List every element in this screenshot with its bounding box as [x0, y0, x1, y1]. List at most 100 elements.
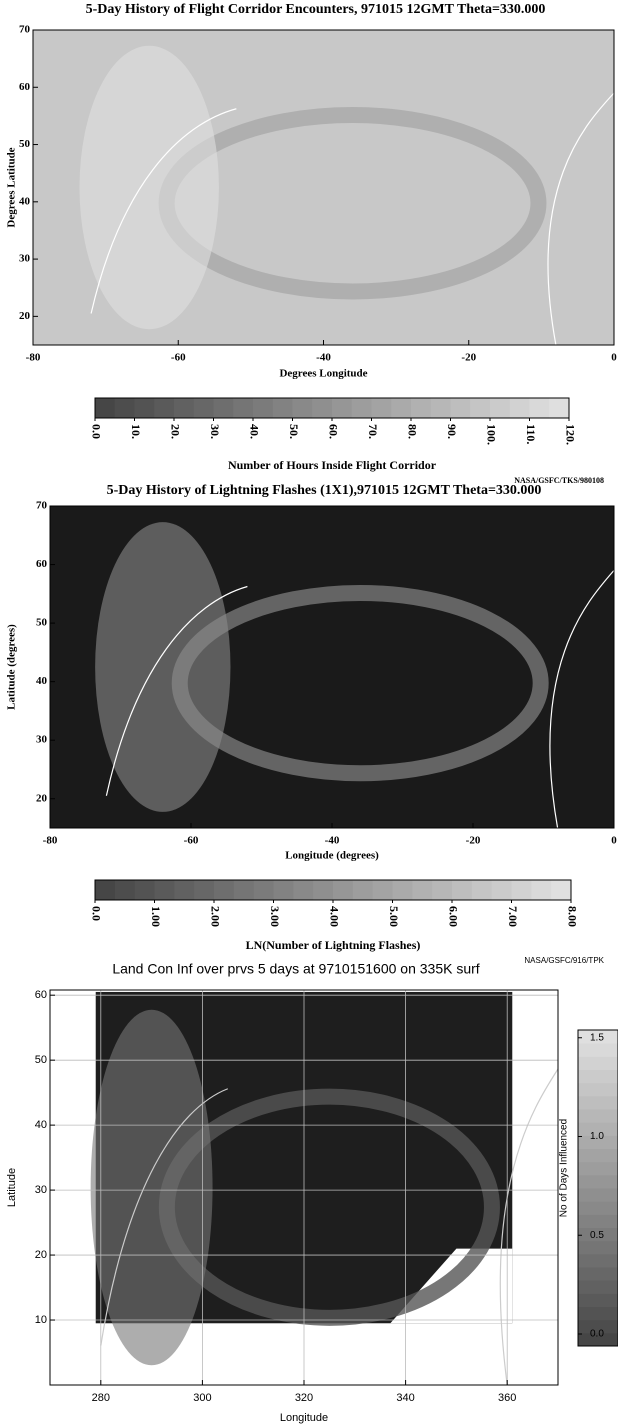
colorbar-tick-label: 10. [129, 424, 143, 439]
x-axis-label: Longitude [280, 1412, 328, 1424]
y-axis-label: Degrees Latitude [6, 147, 18, 227]
colorbar-swatch [373, 880, 393, 900]
y-tick-label: 40 [35, 1119, 47, 1131]
colorbar-swatch [578, 1188, 618, 1202]
colorbar-tick-label: 2.00 [208, 906, 222, 927]
colorbar-swatch [234, 880, 254, 900]
colorbar-tick-label: 6.00 [446, 906, 460, 927]
chart-title: 5-Day History of Lightning Flashes (1X1)… [107, 483, 542, 498]
colorbar-tick-label: 90. [445, 424, 459, 439]
colorbar-tick-label: 1.00 [149, 906, 163, 927]
colorbar-swatch [578, 1043, 618, 1057]
colorbar-swatch [578, 1109, 618, 1123]
colorbar-tick-label: 60. [326, 424, 340, 439]
colorbar-swatch [578, 1280, 618, 1294]
colorbar-swatch [578, 1149, 618, 1163]
x-tick-label: -20 [466, 835, 481, 847]
y-tick-label: 60 [19, 81, 31, 93]
colorbar-swatch [512, 880, 532, 900]
colorbar-swatch [530, 398, 550, 418]
y-tick-label: 30 [19, 253, 31, 265]
y-tick-label: 40 [19, 195, 31, 207]
colorbar-swatch [155, 880, 175, 900]
colorbar-tick-label: 1.0 [590, 1131, 604, 1142]
colorbar-swatch [578, 1201, 618, 1215]
colorbar-swatch [393, 880, 413, 900]
colorbar-tick-label: 0.0 [89, 906, 103, 921]
y-tick-label: 50 [36, 617, 48, 629]
colorbar-swatch [312, 398, 332, 418]
colorbar-swatch [174, 398, 194, 418]
colorbar-swatch [95, 398, 115, 418]
colorbar-swatch [313, 880, 333, 900]
x-tick-label: -20 [461, 352, 476, 364]
y-tick-label: 20 [36, 792, 48, 804]
colorbar-swatch [274, 880, 294, 900]
y-axis-label: Latitude (degrees) [6, 624, 18, 710]
colorbar-swatch [432, 880, 452, 900]
colorbar-tick-label: 80. [405, 424, 419, 439]
y-tick-label: 60 [35, 989, 47, 1001]
map-feature [79, 46, 218, 330]
colorbar-swatch [233, 398, 253, 418]
colorbar-swatch [578, 1096, 618, 1110]
colorbar-tick-label: 40. [247, 424, 261, 439]
y-tick-label: 60 [36, 558, 48, 570]
colorbar-swatch [352, 398, 372, 418]
x-tick-label: -60 [171, 352, 186, 364]
x-tick-label: 0 [611, 835, 617, 847]
x-tick-label: 280 [92, 1392, 110, 1404]
colorbar-swatch [95, 880, 115, 900]
x-axis-label: Degrees Longitude [279, 368, 367, 380]
y-tick-label: 10 [35, 1314, 47, 1326]
x-tick-label: -60 [184, 835, 199, 847]
colorbar-swatch [551, 880, 571, 900]
colorbar-swatch [194, 398, 214, 418]
colorbar-swatch [431, 398, 451, 418]
colorbar-swatch [293, 880, 313, 900]
colorbar-tick-label: 3.00 [268, 906, 282, 927]
x-tick-label: -40 [316, 352, 331, 364]
colorbar-label: Number of Hours Inside Flight Corridor [228, 458, 437, 472]
colorbar-swatch [492, 880, 512, 900]
colorbar-swatch [472, 880, 492, 900]
x-tick-label: 320 [295, 1392, 313, 1404]
colorbar-tick-label: 30. [208, 424, 222, 439]
colorbar-swatch [115, 880, 135, 900]
colorbar-tick-label: 70. [366, 424, 380, 439]
colorbar-swatch [214, 880, 234, 900]
x-tick-label: 360 [498, 1392, 516, 1404]
y-tick-label: 40 [36, 675, 48, 687]
colorbar-swatch [333, 880, 353, 900]
panel: 280300320340360102030405060Land Con Inf … [6, 956, 618, 1424]
colorbar-swatch [135, 880, 155, 900]
page: -80-60-40-2002030405060705-Day History o… [0, 0, 618, 1427]
y-tick-label: 50 [19, 138, 31, 150]
colorbar-swatch [578, 1267, 618, 1281]
colorbar-tick-label: 100. [484, 424, 498, 445]
y-axis-label: Latitude [6, 1168, 18, 1207]
y-tick-label: 50 [35, 1054, 47, 1066]
colorbar-tick-label: 5.00 [387, 906, 401, 927]
y-tick-label: 70 [36, 500, 48, 512]
colorbar-swatch [578, 1254, 618, 1268]
colorbar-swatch [578, 1293, 618, 1307]
colorbar-swatch [578, 1056, 618, 1070]
colorbar-tick-label: 1.5 [590, 1032, 604, 1043]
colorbar-swatch [451, 398, 471, 418]
colorbar-label: No of Days Influenced [559, 1119, 570, 1217]
x-tick-label: 0 [611, 352, 617, 364]
x-tick-label: 300 [193, 1392, 211, 1404]
colorbar-swatch [490, 398, 510, 418]
colorbar-swatch [549, 398, 569, 418]
colorbar-tick-label: 0.0 [89, 424, 103, 439]
colorbar-tick-label: 50. [287, 424, 301, 439]
colorbar-swatch [531, 880, 551, 900]
y-tick-label: 30 [36, 734, 48, 746]
y-tick-label: 20 [19, 310, 31, 322]
colorbar-swatch [578, 1162, 618, 1176]
colorbar-swatch [174, 880, 194, 900]
y-tick-label: 30 [35, 1184, 47, 1196]
